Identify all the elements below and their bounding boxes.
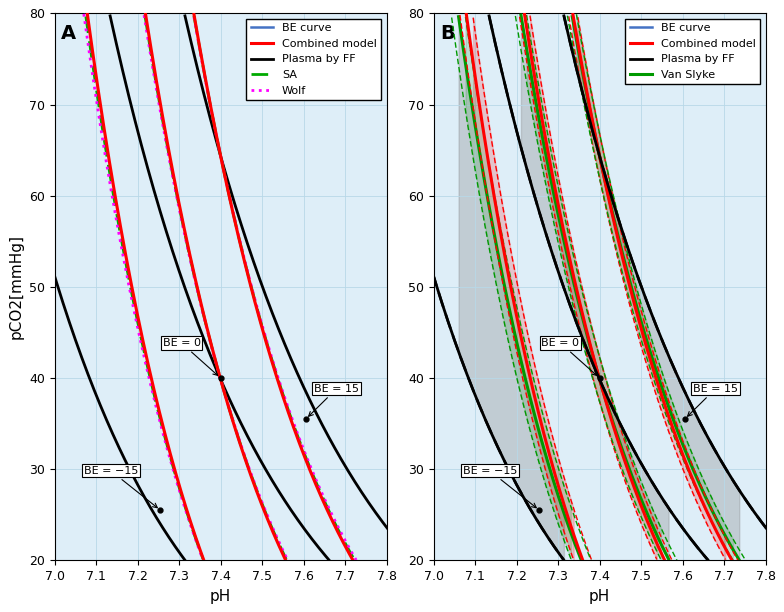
Text: B: B [440, 24, 455, 43]
Text: BE = 15: BE = 15 [309, 384, 359, 416]
X-axis label: pH: pH [589, 589, 610, 603]
Legend: BE curve, Combined model, Plasma by FF, Van Slyke: BE curve, Combined model, Plasma by FF, … [625, 19, 760, 84]
Text: BE = 0: BE = 0 [542, 338, 597, 375]
Text: BE = −15: BE = −15 [84, 466, 158, 508]
Text: BE = 15: BE = 15 [688, 384, 738, 416]
Text: A: A [61, 24, 76, 43]
Text: BE = −15: BE = −15 [463, 466, 536, 508]
X-axis label: pH: pH [210, 589, 231, 603]
Text: BE = 0: BE = 0 [162, 338, 218, 375]
Legend: BE curve, Combined model, Plasma by FF, SA, Wolf: BE curve, Combined model, Plasma by FF, … [246, 19, 381, 100]
Y-axis label: pCO2[mmHg]: pCO2[mmHg] [9, 234, 24, 340]
